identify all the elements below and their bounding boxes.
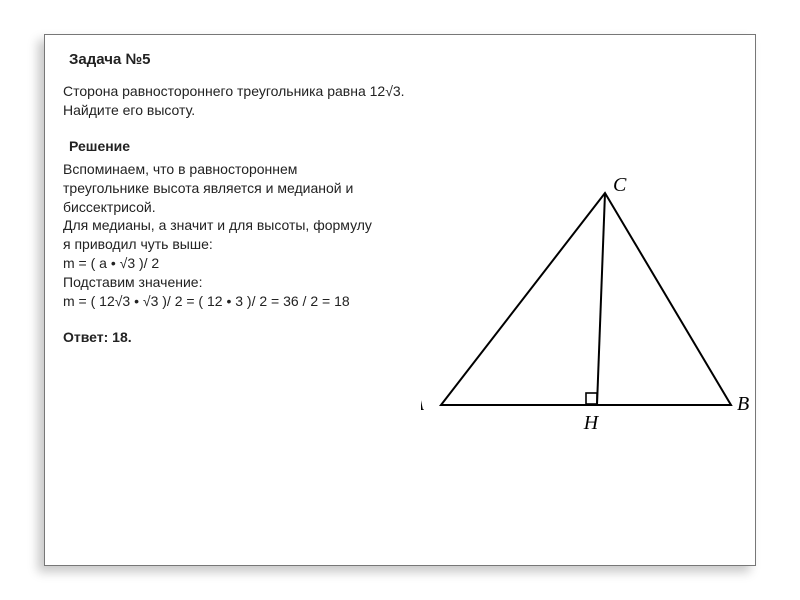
page-frame: Задача №5 Сторона равностороннего треуго… <box>44 34 756 566</box>
triangle-svg: A B C H <box>421 175 751 445</box>
solution-body: Вспоминаем, что в равностороннем треугол… <box>63 160 383 311</box>
problem-text: Сторона равностороннего треугольника рав… <box>63 82 423 120</box>
content-area: Задача №5 Сторона равностороннего треуго… <box>63 51 741 345</box>
svg-text:A: A <box>421 393 425 415</box>
svg-text:B: B <box>737 393 749 415</box>
problem-title: Задача №5 <box>69 51 741 68</box>
triangle-figure: A B C H <box>421 175 751 445</box>
answer-text: Ответ: 18. <box>63 329 383 345</box>
solution-column: Вспоминаем, что в равностороннем треугол… <box>63 160 383 345</box>
svg-text:C: C <box>613 175 627 196</box>
svg-text:H: H <box>583 412 600 434</box>
solution-label: Решение <box>69 138 741 154</box>
